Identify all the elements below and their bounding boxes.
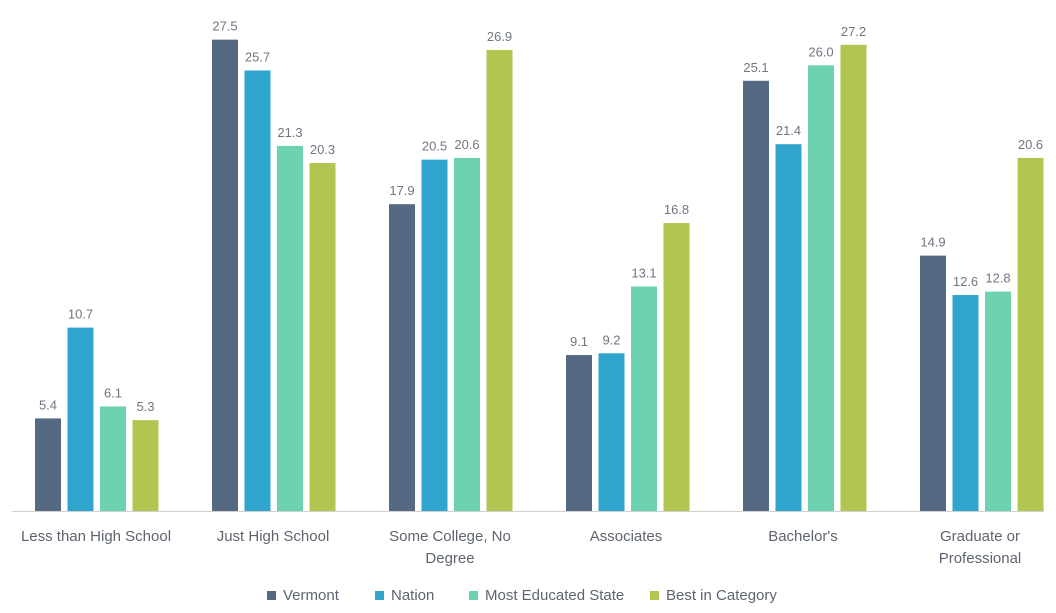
- data-label: 20.5: [422, 139, 447, 154]
- legend-item: Vermont: [267, 587, 340, 604]
- legend-label: Best in Category: [666, 587, 777, 604]
- bars-layer: [35, 39, 1044, 512]
- bar: [454, 157, 480, 511]
- legend-label: Nation: [391, 587, 434, 604]
- bar: [775, 144, 802, 512]
- legend-item: Best in Category: [650, 587, 777, 604]
- data-label: 5.3: [136, 399, 154, 414]
- legend-label: Most Educated State: [485, 587, 624, 604]
- bar: [808, 65, 834, 512]
- bar: [985, 291, 1011, 511]
- legend-swatch: [375, 591, 384, 600]
- data-label: 12.6: [953, 274, 978, 289]
- value-labels-layer: 5.4 27.5 17.9 9.1 25.1 14.9 10.7 25.7 20.5 9.2 21.…: [39, 19, 1043, 415]
- bar: [920, 255, 946, 511]
- data-label: 12.8: [985, 271, 1010, 286]
- data-label: 16.8: [664, 202, 689, 217]
- data-label: 26.9: [487, 29, 512, 44]
- data-label: 20.6: [1018, 137, 1043, 152]
- bar: [244, 70, 271, 511]
- bar: [486, 49, 513, 512]
- legend-item: Most Educated State: [469, 587, 624, 604]
- data-label: 20.3: [310, 142, 335, 157]
- legend-item: Nation: [375, 587, 434, 604]
- legend: Vermont Nation Most Educated State Best in …: [267, 587, 777, 604]
- legend-label: Vermont: [283, 587, 340, 604]
- legend-swatch: [469, 591, 478, 600]
- bar: [1017, 157, 1044, 511]
- data-label: 26.0: [808, 44, 833, 59]
- x-tick-label: Just High School: [217, 528, 330, 545]
- bar: [389, 204, 415, 511]
- bar: [309, 163, 336, 512]
- data-label: 6.1: [104, 385, 122, 400]
- data-label: 21.4: [776, 123, 801, 138]
- data-label: 9.2: [602, 332, 620, 347]
- data-label: 14.9: [920, 235, 945, 250]
- x-tick-label-line: Less than High School: [21, 528, 171, 545]
- data-label: 25.1: [743, 60, 768, 75]
- bar: [566, 355, 592, 511]
- x-tick-label: Graduate or Professional: [939, 528, 1022, 567]
- data-label: 21.3: [277, 125, 302, 140]
- bar: [663, 223, 690, 511]
- bar: [35, 418, 61, 511]
- x-tick-label: Less than High School: [21, 528, 171, 545]
- x-tick-label: Associates: [590, 528, 663, 545]
- x-tick-label-line: Bachelor's: [768, 528, 838, 545]
- legend-swatch: [650, 591, 659, 600]
- x-tick-label: Some College, No Degree: [389, 528, 511, 567]
- x-tick-label-line: Degree: [425, 550, 474, 567]
- bar: [67, 327, 94, 511]
- legend-swatch: [267, 591, 276, 600]
- bar: [952, 295, 979, 511]
- bar: [840, 44, 867, 512]
- bar: [743, 80, 769, 511]
- data-label: 17.9: [389, 183, 414, 198]
- bar: [132, 420, 159, 511]
- bar: [277, 145, 303, 511]
- data-label: 13.1: [631, 265, 656, 280]
- bar: [631, 286, 657, 511]
- bar: [598, 353, 625, 511]
- x-tick-label-line: Some College, No: [389, 528, 511, 545]
- bar: [212, 39, 238, 512]
- data-label: 27.5: [212, 19, 237, 34]
- x-tick-label: Bachelor's: [768, 528, 838, 545]
- data-label: 25.7: [245, 50, 270, 65]
- data-label: 5.4: [39, 397, 57, 412]
- data-label: 27.2: [841, 24, 866, 39]
- category-labels-layer: Less than High School Just High School Som…: [21, 528, 1021, 567]
- data-label: 20.6: [454, 137, 479, 152]
- data-label: 9.1: [570, 334, 588, 349]
- bar: [421, 159, 448, 511]
- x-tick-label-line: Just High School: [217, 528, 330, 545]
- data-label: 10.7: [68, 307, 93, 322]
- x-tick-label-line: Professional: [939, 550, 1022, 567]
- bar: [100, 406, 126, 511]
- x-tick-label-line: Graduate or: [940, 528, 1020, 545]
- x-tick-label-line: Associates: [590, 528, 663, 545]
